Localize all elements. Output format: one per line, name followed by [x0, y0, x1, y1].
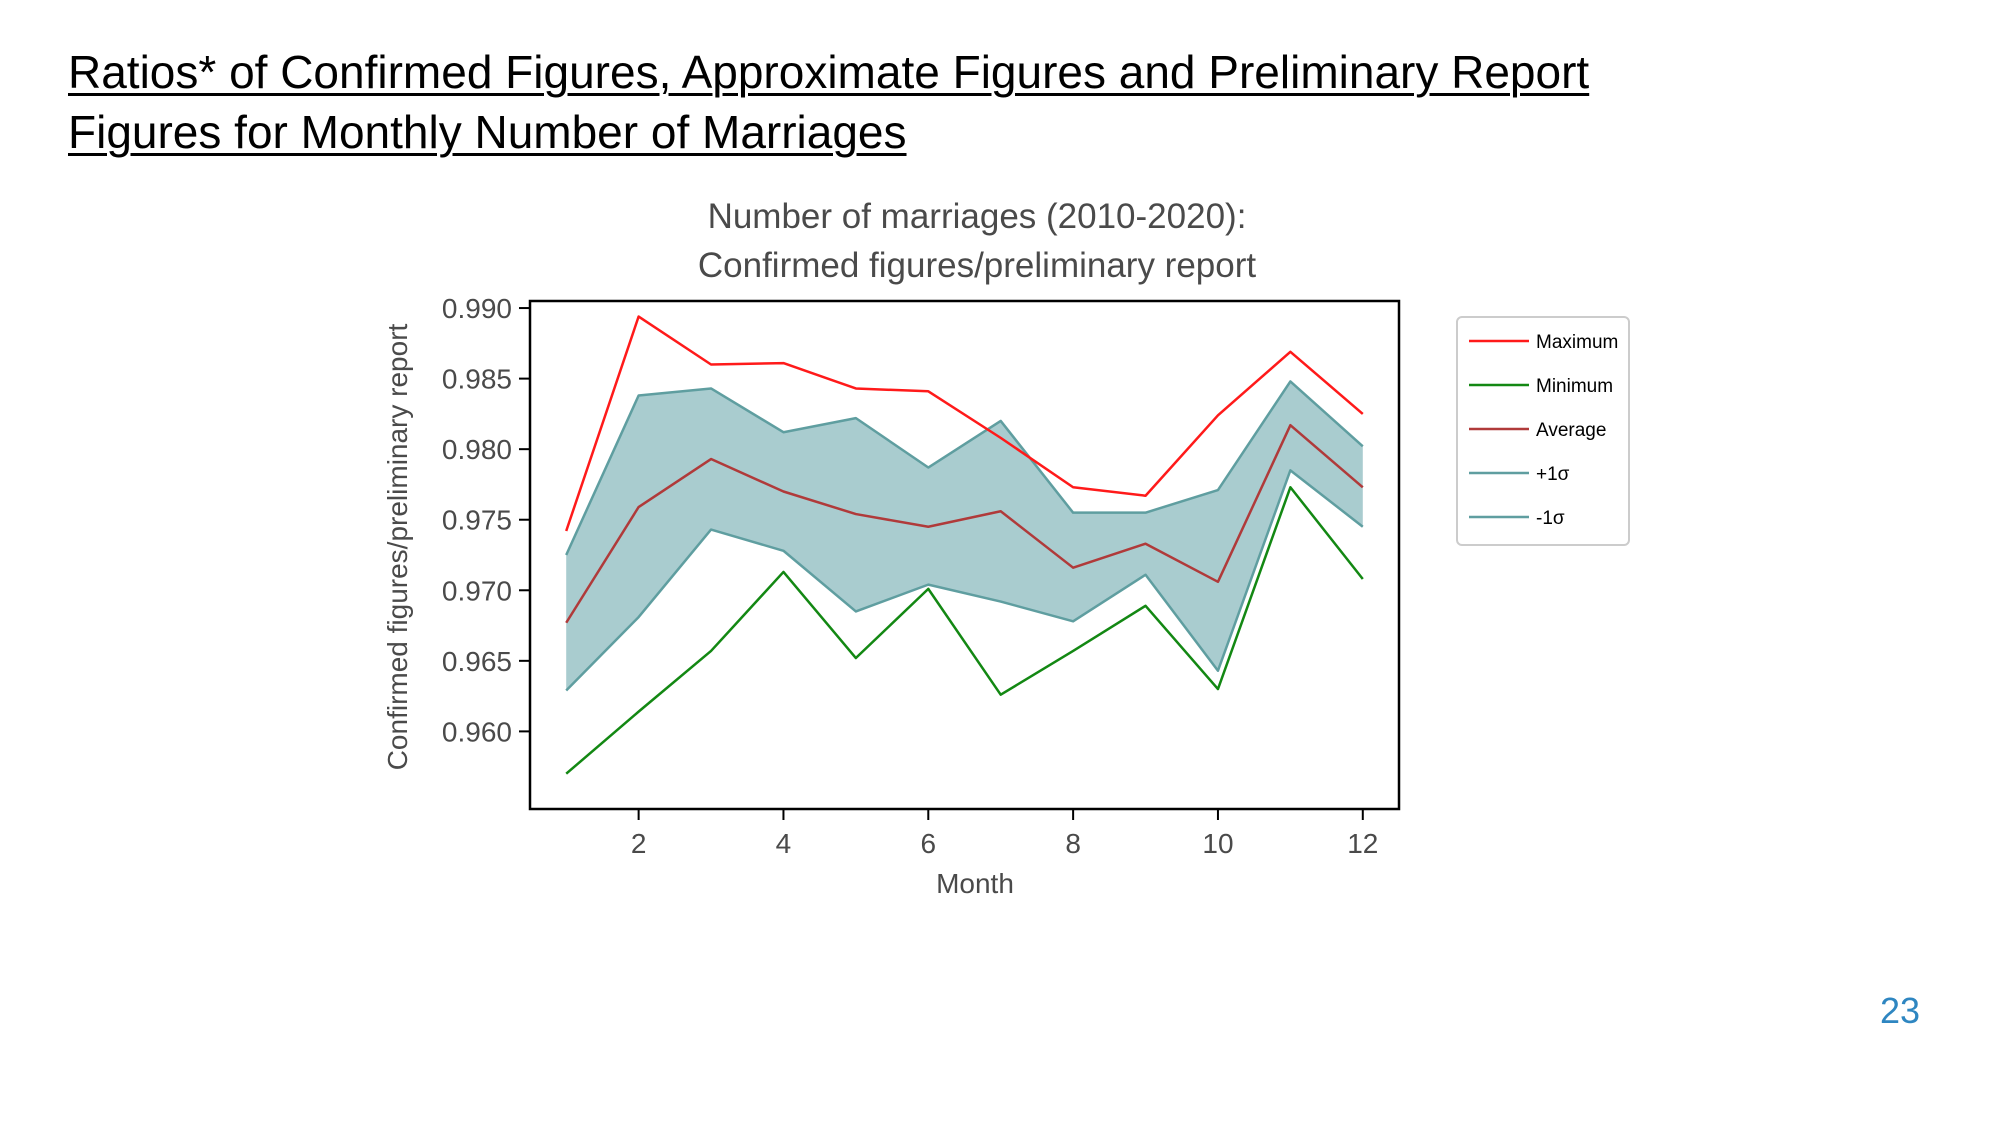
x-tick-label: 2: [631, 828, 647, 859]
y-tick-label: 0.990: [442, 293, 512, 324]
y-axis-label: Confirmed figures/preliminary report: [382, 323, 413, 770]
legend-label-minimum: Minimum: [1536, 376, 1613, 397]
y-tick-label: 0.980: [442, 434, 512, 465]
y-tick-label: 0.970: [442, 575, 512, 606]
series-line-minimum: [565, 486, 1364, 775]
x-tick-label: 12: [1347, 828, 1378, 859]
slide-title-line-1: Ratios* of Confirmed Figures, Approximat…: [68, 46, 1590, 98]
legend-label-maximum: Maximum: [1536, 332, 1618, 353]
x-tick-label: 4: [776, 828, 792, 859]
legend-label-plus-1-sigma: +1σ: [1536, 464, 1570, 485]
x-axis: 2 4 6 8 10 12: [631, 809, 1378, 859]
sigma-band: [566, 381, 1363, 691]
slide-title: Ratios* of Confirmed Figures, Approximat…: [68, 42, 1868, 162]
y-tick-label: 0.965: [442, 646, 512, 677]
legend: Maximum Minimum Average +1σ -1σ: [1456, 316, 1630, 546]
y-tick-label: 0.985: [442, 364, 512, 395]
page-number: 23: [1879, 990, 1921, 1031]
legend-box: [1456, 316, 1630, 546]
x-tick-label: 10: [1202, 828, 1233, 859]
legend-label-minus-1-sigma: -1σ: [1536, 508, 1565, 529]
x-tick-label: 6: [921, 828, 937, 859]
series-line-maximum: [565, 315, 1364, 532]
series-line-average: [565, 423, 1364, 624]
slide-title-line-2: Figures for Monthly Number of Marriages: [68, 106, 907, 158]
chart-title-line-1: Number of marriages (2010-2020):: [708, 197, 1247, 236]
plot-frame: [528, 299, 1401, 811]
legend-label-average: Average: [1536, 420, 1606, 441]
x-tick-label: 8: [1065, 828, 1081, 859]
y-axis: 0.960 0.965 0.970 0.975 0.980 0.985 0.990: [442, 293, 530, 747]
y-tick-label: 0.975: [442, 505, 512, 536]
chart-title-line-2: Confirmed figures/preliminary report: [698, 246, 1257, 285]
y-tick-label: 0.960: [442, 716, 512, 747]
plot-area: [565, 315, 1364, 775]
series-line-plus-1-sigma: [565, 380, 1364, 556]
x-axis-label: Month: [936, 868, 1014, 899]
series-line-minus-1-sigma: [565, 469, 1364, 692]
